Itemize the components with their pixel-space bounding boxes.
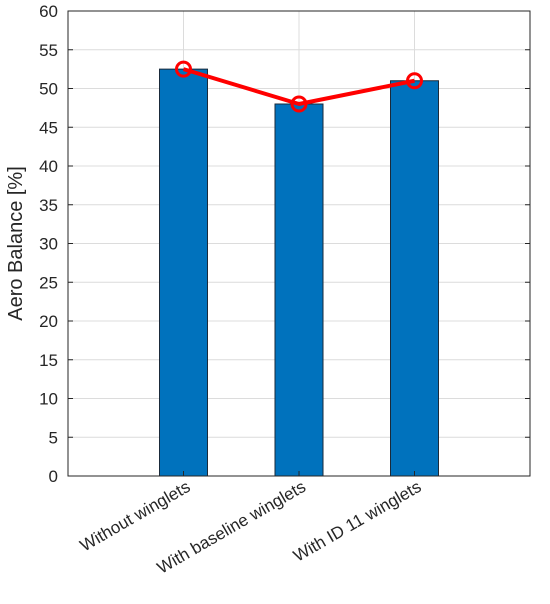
bar <box>274 103 324 477</box>
y-tick-label: 50 <box>39 80 58 99</box>
line-marker <box>406 72 423 90</box>
line-marker <box>175 60 192 78</box>
y-tick-label: 40 <box>39 157 58 176</box>
y-tick-label: 60 <box>39 2 58 21</box>
y-tick-label: 10 <box>39 390 58 409</box>
y-axis-ticks: 0 5 10 15 20 25 30 35 40 45 50 55 60 <box>39 2 530 486</box>
y-tick-label: 55 <box>39 41 58 60</box>
bar <box>390 80 439 477</box>
x-tick-label: With ID 11 winglets <box>290 477 424 566</box>
series-line <box>182 67 415 106</box>
y-tick-label: 30 <box>39 235 58 254</box>
y-tick-label: 5 <box>49 428 58 447</box>
line-overlay <box>175 60 423 113</box>
y-tick-label: 15 <box>39 351 58 370</box>
bars <box>159 68 439 477</box>
y-axis-label: Aero Balance [%] <box>5 166 27 321</box>
x-tick-label: Without winglets <box>77 477 194 555</box>
y-tick-label: 25 <box>39 273 58 292</box>
y-tick-label: 20 <box>39 312 58 331</box>
bar <box>159 68 208 477</box>
line-marker <box>290 95 308 113</box>
y-tick-label: 45 <box>39 118 58 137</box>
y-tick-label: 35 <box>39 196 58 215</box>
y-tick-label: 0 <box>49 467 58 486</box>
